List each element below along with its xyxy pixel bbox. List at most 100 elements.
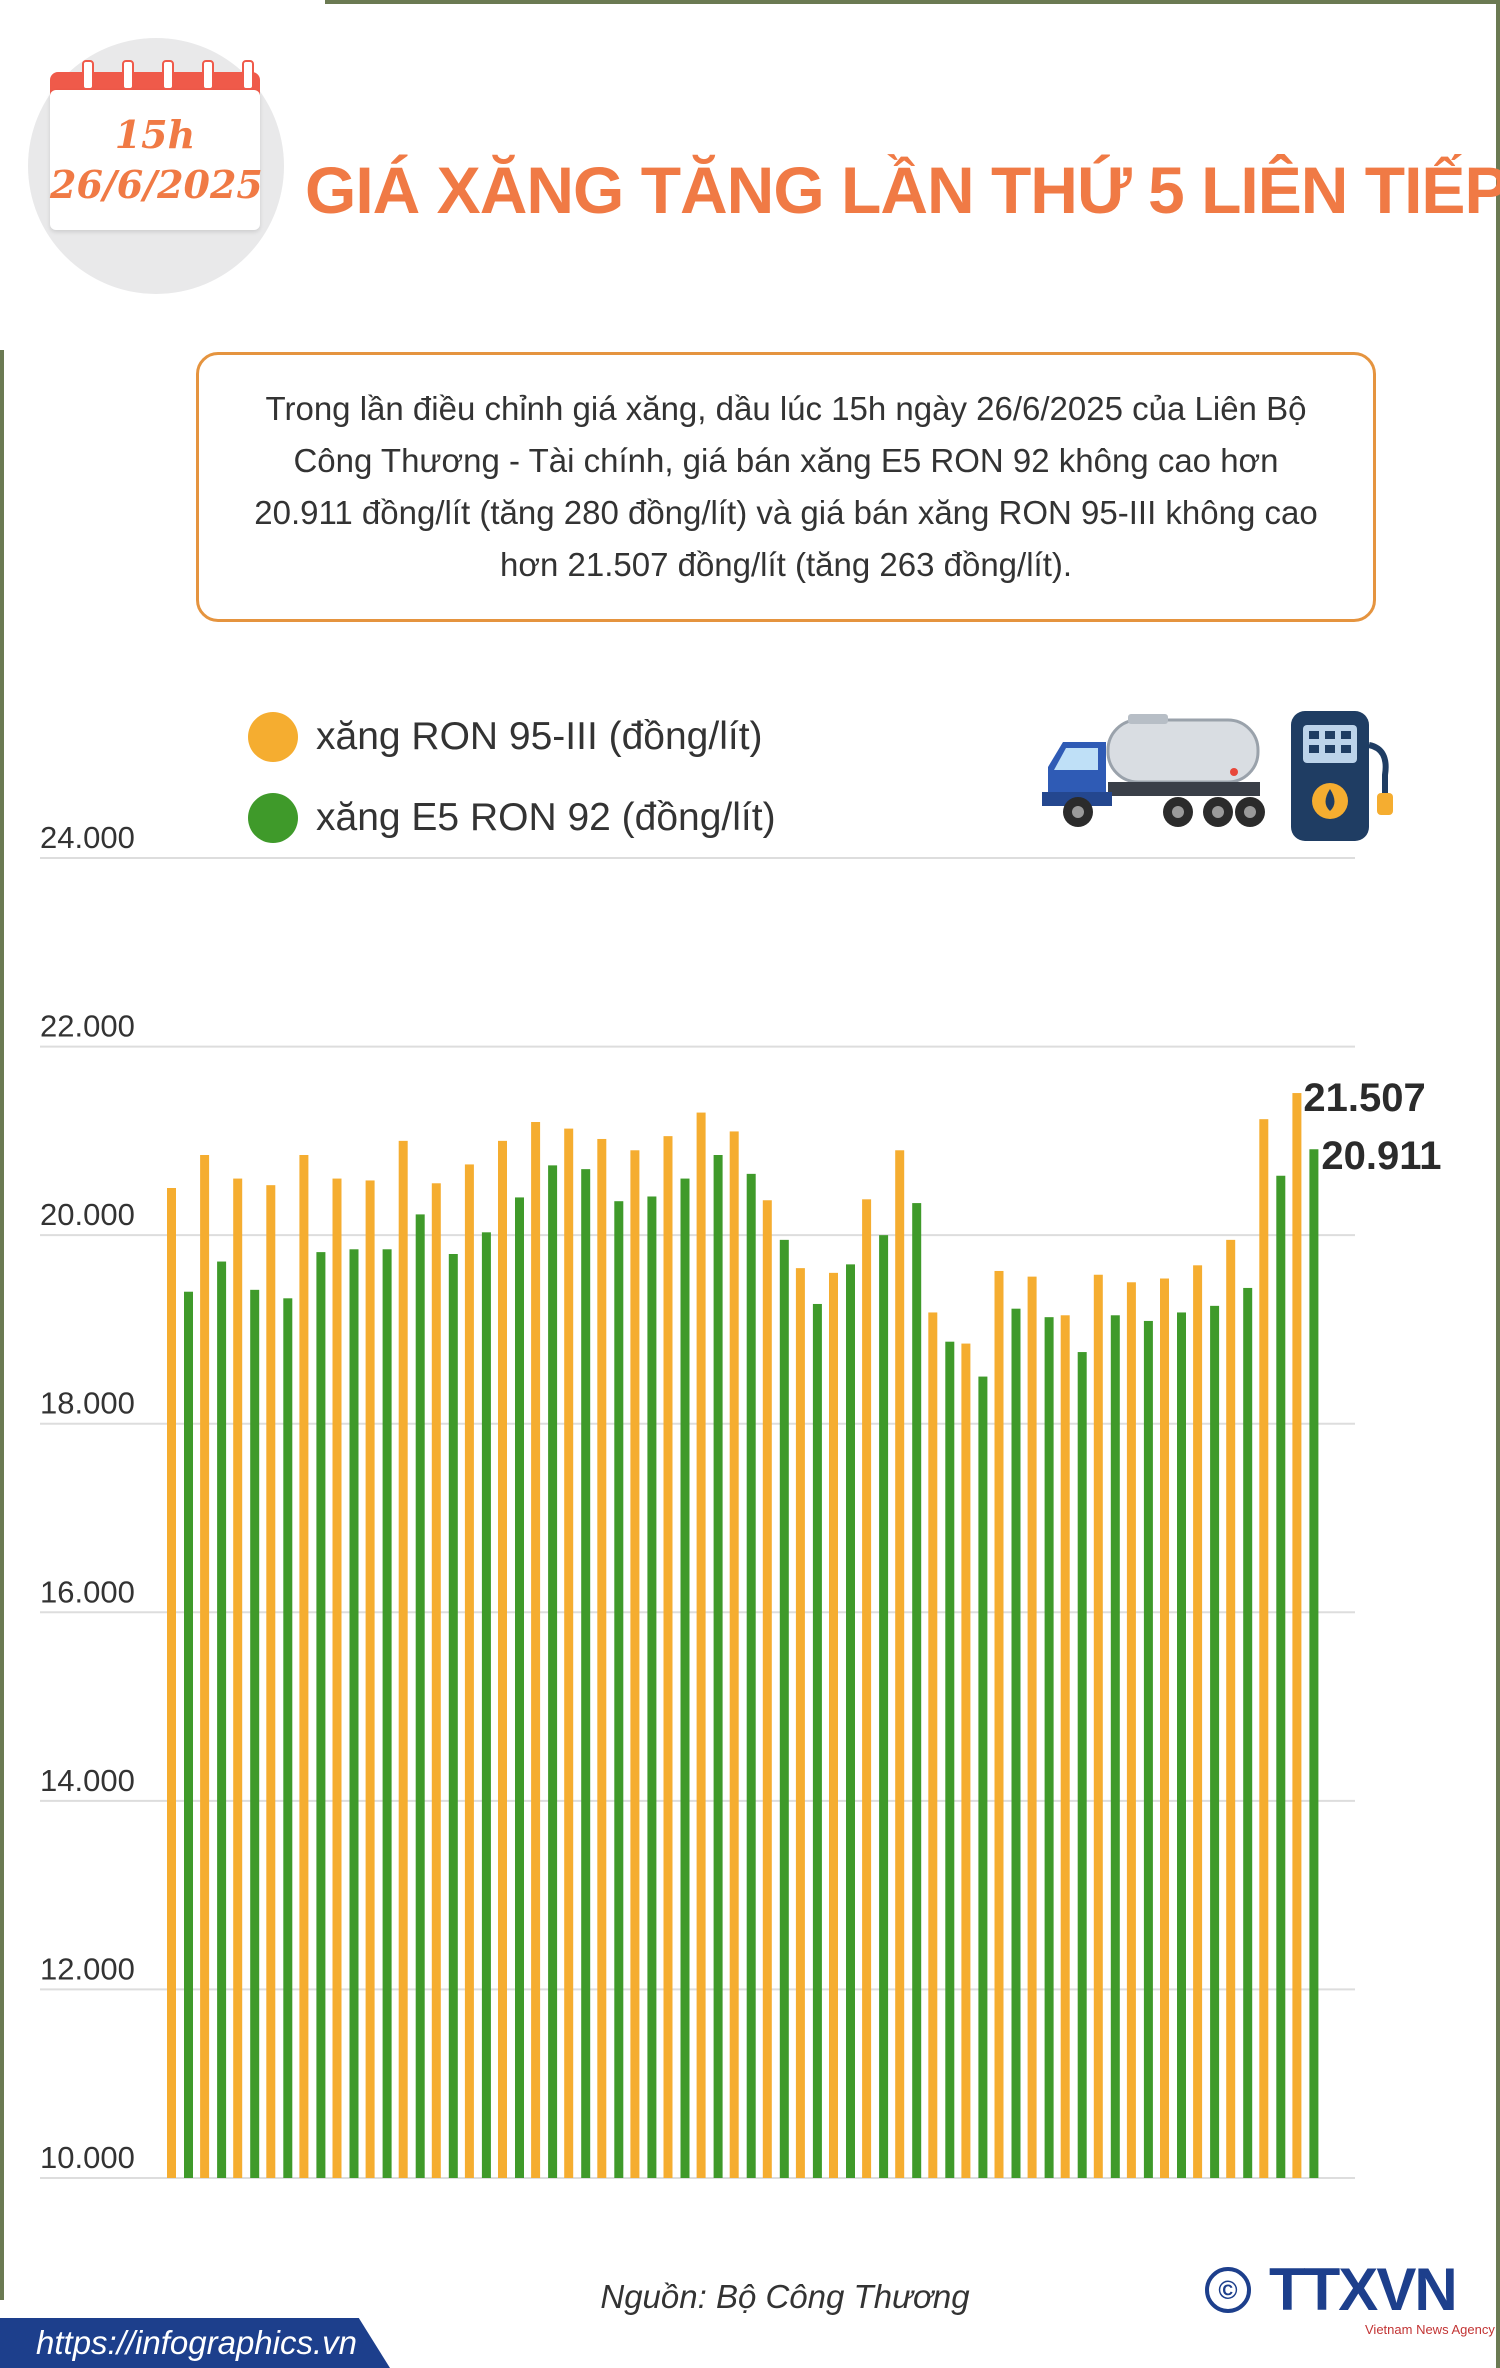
- y-tick-label: 24.000: [40, 820, 135, 855]
- calendar-ring: [82, 60, 94, 90]
- calendar-ring: [242, 60, 254, 90]
- bar-e5: [316, 1252, 326, 2178]
- bar-e5: [1243, 1287, 1253, 2178]
- bar-e5: [1177, 1312, 1186, 2178]
- calendar-ring: [162, 60, 174, 90]
- tanker-truck-icon: [1042, 714, 1265, 827]
- bar-e5: [382, 1249, 392, 2178]
- bar-e5: [515, 1197, 524, 2178]
- bar-e5: [1210, 1305, 1220, 2178]
- legend-label-ron95: xăng RON 95-III (đồng/lít): [316, 715, 763, 758]
- legend-swatch-ron95: [248, 712, 298, 762]
- bar-ron95: [597, 1138, 607, 2178]
- y-tick-label: 10.000: [40, 2140, 135, 2175]
- bar-ron95: [1126, 1282, 1136, 2178]
- bar-ron95: [994, 1270, 1004, 2178]
- bar-ron95: [928, 1312, 938, 2178]
- bar-e5: [978, 1376, 988, 2178]
- legend-item-ron95: xăng RON 95-III (đồng/lít): [248, 712, 763, 762]
- bar-e5: [879, 1235, 889, 2178]
- bar-e5: [614, 1201, 624, 2178]
- bar-e5: [1143, 1320, 1153, 2178]
- bar-ron95: [1193, 1265, 1203, 2178]
- y-tick-label: 14.000: [40, 1763, 135, 1798]
- bar-ron95: [233, 1178, 243, 2178]
- bar-ron95: [630, 1150, 640, 2178]
- calendar-date: 26/6/2025: [50, 162, 263, 207]
- bar-e5: [713, 1155, 723, 2178]
- bar-ron95: [498, 1140, 507, 2178]
- bar-e5: [1077, 1352, 1087, 2178]
- logo-text: TTXVN: [1269, 2256, 1458, 2323]
- annotation-e5: 20.911: [1321, 1134, 1441, 1178]
- bar-ron95: [1060, 1315, 1070, 2178]
- y-tick-label: 18.000: [40, 1386, 135, 1421]
- legend-item-e5: xăng E5 RON 92 (đồng/lít): [248, 793, 776, 843]
- bar-ron95: [1226, 1239, 1236, 2178]
- frame-top-line: [325, 0, 1500, 4]
- bar-ron95: [299, 1155, 309, 2178]
- calendar-time: 15h: [114, 112, 196, 157]
- bar-ron95: [895, 1150, 905, 2178]
- bar-e5: [647, 1196, 657, 2178]
- bar-ron95: [961, 1343, 971, 2178]
- bar-ron95: [1160, 1278, 1169, 2178]
- bar-e5: [548, 1165, 558, 2178]
- bar-ron95: [398, 1140, 408, 2178]
- copyright-icon: ©: [1205, 2267, 1251, 2313]
- bar-ron95: [1027, 1276, 1037, 2178]
- bar-ron95: [696, 1112, 706, 2178]
- bar-e5: [846, 1264, 855, 2178]
- legend-swatch-e5: [248, 793, 298, 843]
- bar-e5: [680, 1178, 690, 2178]
- bar-ron95: [1259, 1119, 1269, 2178]
- bar-ron95: [464, 1164, 474, 2178]
- bar-e5: [349, 1249, 359, 2178]
- legend-label-e5: xăng E5 RON 92 (đồng/lít): [316, 796, 776, 839]
- y-tick-label: 20.000: [40, 1197, 135, 1232]
- bar-e5: [779, 1239, 789, 2178]
- bar-e5: [945, 1341, 955, 2178]
- price-bar-chart: 10.000 12.000 14.000 16.000 18.000 20.000 22.0…: [40, 820, 1442, 2179]
- bar-e5: [217, 1261, 227, 2178]
- calendar-page: [50, 90, 260, 230]
- intro-box: Trong lần điều chỉnh giá xăng, dầu lúc 1…: [196, 352, 1376, 622]
- bar-ron95: [200, 1155, 210, 2178]
- bar-e5: [184, 1291, 193, 2178]
- ttxvn-logo: © TTXVN Vietnam News Agency: [1205, 2256, 1495, 2337]
- url-banner: [0, 2318, 390, 2368]
- calendar-ring: [122, 60, 134, 90]
- bar-ron95: [829, 1272, 838, 2178]
- annotation-ron95: 21.507: [1303, 1076, 1425, 1120]
- website-link[interactable]: https://infographics.vn: [36, 2324, 358, 2361]
- bar-ron95: [365, 1180, 375, 2178]
- bar-e5: [1110, 1315, 1120, 2178]
- bar-e5: [448, 1254, 458, 2178]
- bar-ron95: [431, 1183, 441, 2178]
- bar-e5: [746, 1173, 756, 2178]
- bar-e5: [812, 1303, 822, 2178]
- frame-right-line: [1496, 0, 1500, 2368]
- y-tick-label: 16.000: [40, 1574, 135, 1609]
- bar-e5: [1309, 1149, 1319, 2178]
- bar-ron95: [564, 1128, 574, 2178]
- bar-ron95: [332, 1178, 342, 2178]
- bar-ron95: [795, 1268, 805, 2178]
- bar-e5: [415, 1214, 425, 2178]
- bar-ron95: [1093, 1274, 1103, 2178]
- bar-ron95: [266, 1185, 276, 2178]
- bar-ron95: [531, 1122, 541, 2178]
- y-tick-label: 22.000: [40, 1009, 135, 1044]
- bar-ron95: [1292, 1093, 1302, 2178]
- fuel-pump-icon: [1291, 711, 1393, 841]
- bar-e5: [481, 1232, 491, 2178]
- bar-e5: [912, 1203, 922, 2178]
- bar-e5: [1044, 1317, 1054, 2178]
- frame-left-line: [0, 350, 4, 2300]
- page-title: GIÁ XĂNG TĂNG LẦN THỨ 5 LIÊN TIẾP: [305, 153, 1500, 227]
- bar-e5: [283, 1298, 293, 2178]
- bar-ron95: [729, 1131, 739, 2178]
- bar-ron95: [862, 1199, 872, 2178]
- calendar-ring: [202, 60, 214, 90]
- logo-subtitle: Vietnam News Agency: [1365, 2322, 1495, 2337]
